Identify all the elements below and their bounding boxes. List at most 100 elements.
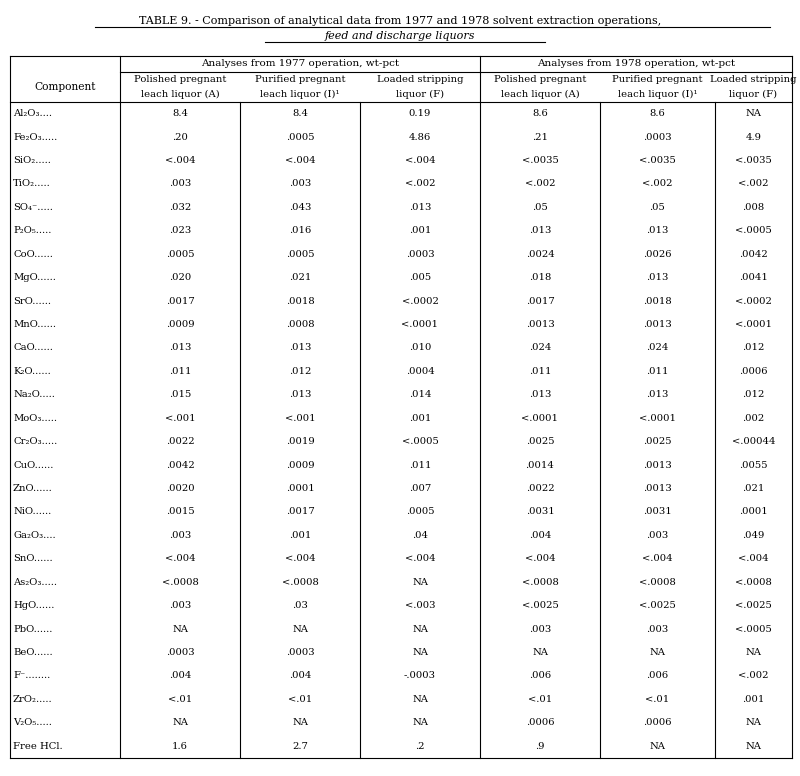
Text: <.004: <.004: [642, 554, 673, 563]
Text: V₂O₅.....: V₂O₅.....: [13, 719, 52, 727]
Text: <.004: <.004: [405, 156, 435, 165]
Text: .024: .024: [646, 344, 669, 352]
Text: leach liquor (I)¹: leach liquor (I)¹: [618, 89, 698, 99]
Text: Ga₂O₃....: Ga₂O₃....: [13, 531, 56, 540]
Text: .013: .013: [529, 227, 551, 235]
Text: <.0005: <.0005: [735, 227, 772, 235]
Text: .024: .024: [529, 344, 551, 352]
Text: NA: NA: [412, 695, 428, 704]
Text: Loaded stripping: Loaded stripping: [710, 75, 797, 85]
Text: NA: NA: [412, 719, 428, 727]
Text: .0042: .0042: [739, 250, 768, 258]
Text: CoO......: CoO......: [13, 250, 53, 258]
Text: .05: .05: [532, 203, 548, 212]
Text: .0015: .0015: [166, 508, 194, 517]
Text: SO₄⁻.....: SO₄⁻.....: [13, 203, 53, 212]
Text: <.002: <.002: [405, 179, 435, 189]
Text: .0005: .0005: [286, 250, 314, 258]
Text: .0006: .0006: [526, 719, 554, 727]
Text: -.0003: -.0003: [404, 671, 436, 681]
Text: CuO......: CuO......: [13, 461, 54, 469]
Text: .0018: .0018: [643, 296, 672, 306]
Text: Fe₂O₃.....: Fe₂O₃.....: [13, 133, 58, 142]
Text: .0018: .0018: [286, 296, 314, 306]
Text: NA: NA: [172, 625, 188, 634]
Text: <.0001: <.0001: [735, 320, 772, 329]
Text: .003: .003: [646, 531, 669, 540]
Text: 8.4: 8.4: [172, 109, 188, 118]
Text: ZrO₂.....: ZrO₂.....: [13, 695, 53, 704]
Text: .003: .003: [289, 179, 311, 189]
Text: NA: NA: [532, 648, 548, 657]
Text: .011: .011: [409, 461, 431, 469]
Text: SiO₂.....: SiO₂.....: [13, 156, 51, 165]
Text: NA: NA: [292, 625, 308, 634]
Text: .011: .011: [169, 367, 191, 376]
Text: .0025: .0025: [526, 437, 554, 446]
Text: .0026: .0026: [643, 250, 672, 258]
Text: .012: .012: [742, 344, 765, 352]
Text: NA: NA: [412, 578, 428, 587]
Text: .013: .013: [409, 203, 431, 212]
Text: .0003: .0003: [406, 250, 434, 258]
Text: NA: NA: [746, 719, 762, 727]
Text: <.0001: <.0001: [402, 320, 438, 329]
Text: Polished pregnant: Polished pregnant: [134, 75, 226, 85]
Text: .0041: .0041: [739, 273, 768, 282]
Text: .049: .049: [742, 531, 765, 540]
Text: .011: .011: [646, 367, 669, 376]
Text: .0025: .0025: [643, 437, 672, 446]
Text: SrO......: SrO......: [13, 296, 51, 306]
Text: <.004: <.004: [285, 554, 315, 563]
Text: MnO......: MnO......: [13, 320, 56, 329]
Text: Cr₂O₃.....: Cr₂O₃.....: [13, 437, 58, 446]
Text: .0003: .0003: [166, 648, 194, 657]
Text: TABLE 9. - Comparison of analytical data from 1977 and 1978 solvent extraction o: TABLE 9. - Comparison of analytical data…: [139, 16, 661, 26]
Text: <.0008: <.0008: [522, 578, 558, 587]
Text: MoO₃.....: MoO₃.....: [13, 414, 57, 423]
Text: NA: NA: [412, 648, 428, 657]
Text: PbO......: PbO......: [13, 625, 52, 634]
Text: leach liquor (A): leach liquor (A): [501, 89, 579, 99]
Text: .006: .006: [529, 671, 551, 681]
Text: NA: NA: [746, 109, 762, 118]
Text: .032: .032: [169, 203, 191, 212]
Text: .0005: .0005: [166, 250, 194, 258]
Text: leach liquor (I)¹: leach liquor (I)¹: [260, 89, 340, 99]
Text: .0013: .0013: [643, 484, 672, 493]
Text: .001: .001: [742, 695, 765, 704]
Text: .001: .001: [289, 531, 311, 540]
Text: .006: .006: [646, 671, 669, 681]
Text: <.01: <.01: [288, 695, 312, 704]
Text: <.0035: <.0035: [735, 156, 772, 165]
Text: Purified pregnant: Purified pregnant: [254, 75, 346, 85]
Text: BeO......: BeO......: [13, 648, 53, 657]
Text: Na₂O.....: Na₂O.....: [13, 390, 55, 400]
Text: F⁻........: F⁻........: [13, 671, 50, 681]
Text: 8.6: 8.6: [532, 109, 548, 118]
Text: .03: .03: [292, 601, 308, 610]
Text: <.0035: <.0035: [639, 156, 676, 165]
Text: Polished pregnant: Polished pregnant: [494, 75, 586, 85]
Text: .011: .011: [529, 367, 551, 376]
Text: 4.9: 4.9: [746, 133, 762, 142]
Text: <.001: <.001: [285, 414, 315, 423]
Text: 0.19: 0.19: [409, 109, 431, 118]
Text: <.002: <.002: [642, 179, 673, 189]
Text: <.0008: <.0008: [735, 578, 772, 587]
Text: .043: .043: [289, 203, 311, 212]
Text: .003: .003: [169, 179, 191, 189]
Text: <.0005: <.0005: [402, 437, 438, 446]
Text: Loaded stripping: Loaded stripping: [377, 75, 463, 85]
Text: .0022: .0022: [166, 437, 194, 446]
Text: .016: .016: [289, 227, 311, 235]
Text: .001: .001: [409, 227, 431, 235]
Text: MgO......: MgO......: [13, 273, 56, 282]
Text: Analyses from 1978 operation, wt-pct: Analyses from 1978 operation, wt-pct: [537, 60, 735, 68]
Text: .0013: .0013: [643, 461, 672, 469]
Text: Analyses from 1977 operation, wt-pct: Analyses from 1977 operation, wt-pct: [201, 60, 399, 68]
Text: .013: .013: [646, 227, 669, 235]
Text: .0017: .0017: [286, 508, 314, 517]
Text: 1.6: 1.6: [172, 742, 188, 751]
Text: .0003: .0003: [286, 648, 314, 657]
